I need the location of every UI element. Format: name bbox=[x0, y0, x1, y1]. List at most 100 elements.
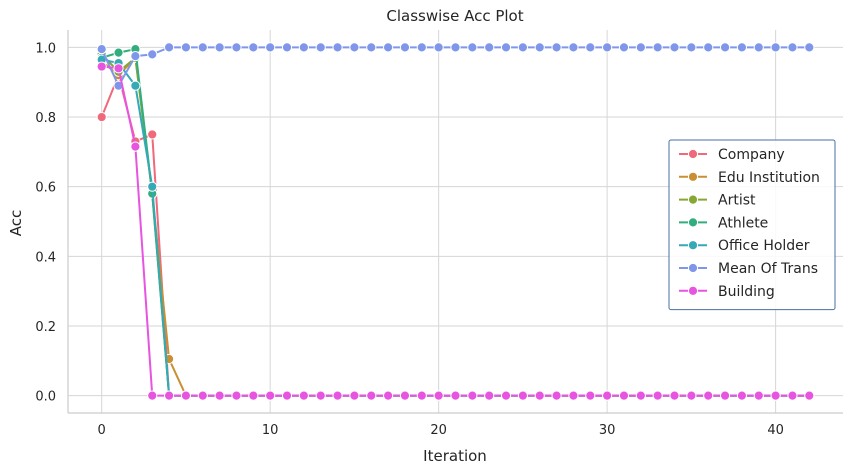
x-tick-label: 0 bbox=[98, 423, 106, 438]
data-point bbox=[753, 390, 764, 401]
legend-item: Athlete bbox=[679, 215, 768, 231]
y-tick-label: 0.4 bbox=[35, 250, 56, 265]
data-point bbox=[517, 390, 528, 401]
y-tick-label: 0.8 bbox=[35, 111, 56, 126]
data-point bbox=[147, 49, 158, 60]
data-point bbox=[635, 390, 646, 401]
data-point bbox=[332, 42, 343, 53]
legend: Company Edu Institution Artist Athlete Offic… bbox=[668, 139, 836, 311]
data-point bbox=[96, 44, 107, 55]
data-point bbox=[703, 42, 714, 53]
data-point bbox=[113, 47, 124, 58]
data-point bbox=[214, 390, 225, 401]
series-mean-of-trans bbox=[96, 42, 815, 91]
series-building bbox=[96, 61, 815, 401]
data-point bbox=[265, 42, 276, 53]
data-point bbox=[214, 42, 225, 53]
data-point bbox=[500, 390, 512, 401]
x-tick-label: 40 bbox=[767, 423, 784, 438]
data-point bbox=[231, 390, 242, 401]
data-point bbox=[332, 390, 343, 401]
legend-label: Edu Institution bbox=[718, 170, 820, 186]
data-point bbox=[281, 390, 293, 401]
legend-item: Company bbox=[679, 147, 785, 163]
legend-label: Artist bbox=[718, 193, 756, 209]
data-point bbox=[433, 390, 444, 401]
data-point bbox=[349, 42, 360, 53]
data-point bbox=[180, 42, 192, 53]
y-tick-label: 0.0 bbox=[35, 390, 56, 405]
legend-marker bbox=[687, 148, 699, 160]
data-point bbox=[147, 129, 158, 140]
data-point bbox=[96, 111, 107, 123]
data-point bbox=[349, 390, 360, 401]
data-point bbox=[669, 42, 680, 53]
data-point bbox=[517, 42, 528, 53]
x-tick-label: 20 bbox=[430, 423, 447, 438]
legend-label: Company bbox=[718, 147, 785, 163]
data-point bbox=[770, 42, 781, 53]
legend-marker bbox=[687, 262, 699, 274]
data-point bbox=[315, 390, 326, 401]
data-point bbox=[703, 390, 714, 401]
series bbox=[96, 42, 815, 401]
legend-marker bbox=[687, 217, 699, 228]
data-point bbox=[736, 42, 748, 53]
data-point bbox=[534, 42, 545, 53]
data-point bbox=[197, 390, 208, 401]
legend-item: Building bbox=[679, 284, 775, 300]
legend-marker bbox=[687, 194, 699, 205]
y-tick-label: 1.0 bbox=[35, 41, 56, 56]
y-tick-label: 0.2 bbox=[35, 320, 56, 335]
legend-label: Mean Of Trans bbox=[718, 261, 818, 277]
data-point bbox=[298, 390, 309, 401]
data-point bbox=[719, 42, 731, 53]
data-point bbox=[602, 390, 613, 401]
data-point bbox=[568, 42, 579, 53]
data-point bbox=[315, 42, 326, 53]
data-point bbox=[180, 390, 192, 401]
data-point bbox=[231, 42, 242, 53]
data-point bbox=[787, 390, 798, 401]
data-point bbox=[686, 390, 697, 401]
chart-title: Classwise Acc Plot bbox=[386, 7, 523, 25]
data-point bbox=[450, 42, 461, 53]
data-point bbox=[281, 42, 293, 53]
data-point bbox=[787, 42, 798, 53]
axes bbox=[67, 30, 843, 414]
legend-label: Building bbox=[718, 284, 775, 300]
legend-marker bbox=[687, 240, 699, 251]
data-point bbox=[383, 42, 394, 53]
data-point bbox=[618, 42, 630, 53]
data-point bbox=[618, 390, 630, 401]
data-point bbox=[450, 390, 461, 401]
data-point bbox=[652, 42, 663, 53]
data-point bbox=[635, 42, 646, 53]
data-point bbox=[298, 42, 309, 53]
legend-marker bbox=[687, 285, 699, 296]
x-axis-label: Iteration bbox=[423, 447, 487, 465]
data-point bbox=[467, 390, 478, 401]
data-point bbox=[585, 42, 596, 53]
data-point bbox=[585, 390, 596, 401]
data-point bbox=[568, 390, 579, 401]
data-point bbox=[804, 42, 815, 53]
data-point bbox=[197, 42, 208, 53]
data-point bbox=[399, 390, 411, 401]
data-point bbox=[96, 61, 107, 72]
legend-marker bbox=[687, 171, 699, 182]
data-point bbox=[366, 42, 377, 53]
data-point bbox=[484, 390, 495, 401]
data-point bbox=[416, 390, 427, 401]
data-point bbox=[113, 63, 124, 74]
data-point bbox=[500, 42, 512, 53]
y-axis-label: Acc bbox=[7, 210, 25, 237]
data-point bbox=[652, 390, 663, 401]
data-point bbox=[416, 42, 427, 53]
data-point bbox=[248, 390, 259, 401]
legend-label: Office Holder bbox=[718, 238, 810, 254]
x-tick-label: 10 bbox=[262, 423, 279, 438]
data-point bbox=[686, 42, 697, 53]
data-point bbox=[130, 51, 141, 62]
